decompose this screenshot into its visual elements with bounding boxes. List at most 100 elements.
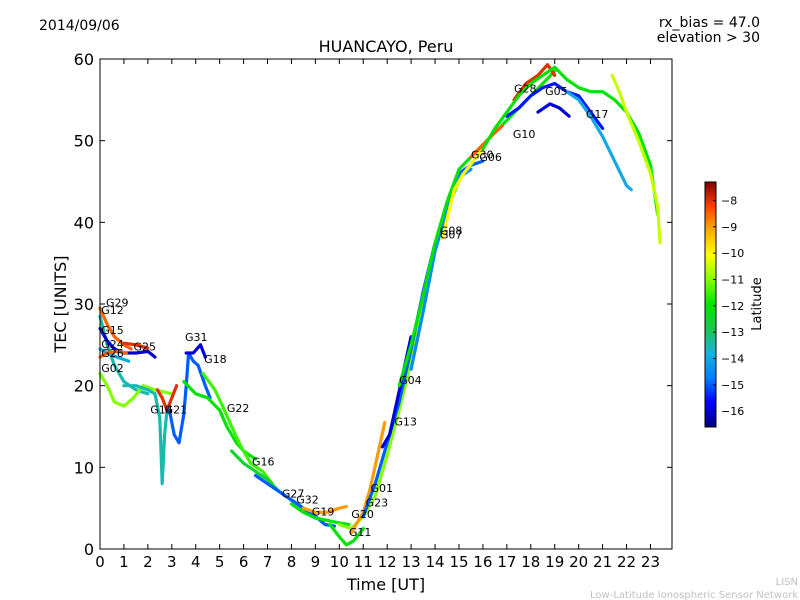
x-tick-label: 0: [95, 553, 105, 571]
colorbar-tick-label: −14: [721, 353, 744, 366]
series-g19: [289, 502, 351, 527]
sat-label-g02: G02: [101, 362, 124, 375]
series-g28: [512, 63, 557, 102]
series-g02: [98, 371, 174, 408]
x-tick-label: 10: [330, 553, 349, 571]
x-tick-label: 3: [167, 553, 177, 571]
series-g30: [440, 147, 485, 241]
sat-label-g10: G10: [513, 128, 536, 141]
series-g14: [122, 384, 169, 486]
series-g09: [610, 73, 662, 245]
x-tick-label: 8: [287, 553, 297, 571]
y-tick-label: 50: [74, 132, 94, 151]
x-axis-ticks: 0 1 2 3 4 5 6 7 8 9 10 11 12 13 14 15 16 17 18 19 20 21 22 23: [95, 59, 660, 571]
x-tick-label: 9: [311, 553, 321, 571]
series-g13: [361, 159, 485, 518]
x-tick-label: 15: [449, 553, 468, 571]
y-tick-label: 20: [74, 377, 94, 396]
series-g07: [409, 167, 473, 371]
x-tick-label: 1: [119, 553, 129, 571]
x-tick-label: 21: [593, 553, 612, 571]
colorbar-ticks: −16 −15 −14 −13 −12 −11 −10 −9 −8: [713, 194, 744, 418]
x-tick-label: 22: [617, 553, 636, 571]
x-tick-label: 19: [545, 553, 564, 571]
series-g21: [155, 384, 179, 412]
series-g08: [397, 69, 557, 388]
x-axis-label: Time [UT]: [346, 575, 425, 594]
date-label: 2014/09/06: [39, 18, 120, 34]
y-axis-label: TEC [UNITS]: [51, 256, 70, 354]
sat-label-g05: G05: [545, 85, 568, 98]
colorbar-tick-label: −10: [721, 247, 744, 260]
colorbar-tick-label: −12: [721, 300, 744, 313]
sat-label-g27: G27: [282, 488, 305, 501]
chart-title: HUANCAYO, Peru: [319, 37, 454, 56]
plot-frame: [99, 58, 673, 550]
colorbar-tick-label: −16: [721, 405, 744, 418]
sat-label-g01: G01: [370, 482, 393, 495]
x-tick-label: 12: [378, 553, 397, 571]
sat-label-g23: G23: [366, 497, 389, 510]
sat-label-g08: G08: [440, 225, 463, 238]
series-g10: [481, 65, 660, 216]
x-tick-label: 2: [143, 553, 153, 571]
series-g04: [380, 335, 413, 449]
sat-label-g14: G14: [150, 403, 173, 416]
series-g26: [98, 349, 128, 359]
colorbar-tick-label: −9: [721, 221, 737, 234]
sat-label-g20: G20: [351, 508, 374, 521]
sat-label-g04: G04: [399, 374, 422, 387]
colorbar-tick-label: −8: [721, 194, 737, 207]
series-g31: [167, 351, 212, 445]
x-tick-label: 23: [641, 553, 660, 571]
sat-label-g25: G25: [134, 341, 157, 354]
rx-bias-label: rx_bias = 47.0: [659, 15, 760, 31]
sat-label-g29: G29: [106, 296, 129, 309]
colorbar-tick-label: −15: [721, 379, 744, 392]
sat-label-g19: G19: [312, 506, 335, 519]
sat-label-g28: G28: [514, 82, 537, 95]
sat-label-g18: G18: [204, 353, 227, 366]
sat-label-g26: G26: [101, 347, 124, 360]
sat-label-g30: G30: [471, 149, 494, 162]
series-g20: [301, 504, 349, 514]
series-g29: [98, 306, 133, 351]
sat-label-g15: G15: [101, 324, 124, 337]
x-tick-label: 5: [215, 553, 225, 571]
colorbar-gradient: [704, 181, 717, 428]
series-g18: [184, 343, 207, 359]
series-g01: [349, 420, 387, 535]
series-g17: [565, 90, 633, 192]
series-g25: [122, 341, 150, 350]
colorbar-label: Latitude: [750, 277, 765, 331]
sat-label-g22: G22: [227, 402, 250, 415]
y-tick-label: 60: [74, 50, 94, 69]
sat-label-g31: G31: [185, 331, 208, 344]
series-g16: [201, 371, 274, 486]
colorbar-tick-label: −13: [721, 326, 744, 339]
x-tick-label: 18: [521, 553, 540, 571]
x-tick-label: 16: [473, 553, 492, 571]
series-g22: [182, 380, 258, 461]
x-tick-label: 20: [569, 553, 588, 571]
series-g32: [254, 473, 337, 528]
series-layer: [98, 63, 662, 547]
sat-label-g24: G24: [101, 338, 124, 351]
sat-label-g17: G17: [586, 108, 609, 121]
sat-label-g12: G12: [101, 304, 124, 317]
colorbar: −16 −15 −14 −13 −12 −11 −10 −9 −8 Latitude: [704, 181, 765, 428]
series-g03: [536, 102, 571, 118]
sat-label-g32: G32: [296, 493, 319, 506]
x-tick-label: 7: [263, 553, 273, 571]
y-tick-label: 30: [74, 295, 94, 314]
sat-label-g11: G11: [349, 526, 372, 539]
sat-label-g07: G07: [440, 229, 463, 242]
x-tick-label: 14: [426, 553, 445, 571]
x-tick-label: 11: [354, 553, 373, 571]
footer-network: Low-Latitude Ionospheric Sensor Network: [590, 590, 798, 600]
series-g24: [98, 347, 131, 363]
x-tick-label: 4: [191, 553, 201, 571]
series-g05: [505, 81, 605, 130]
